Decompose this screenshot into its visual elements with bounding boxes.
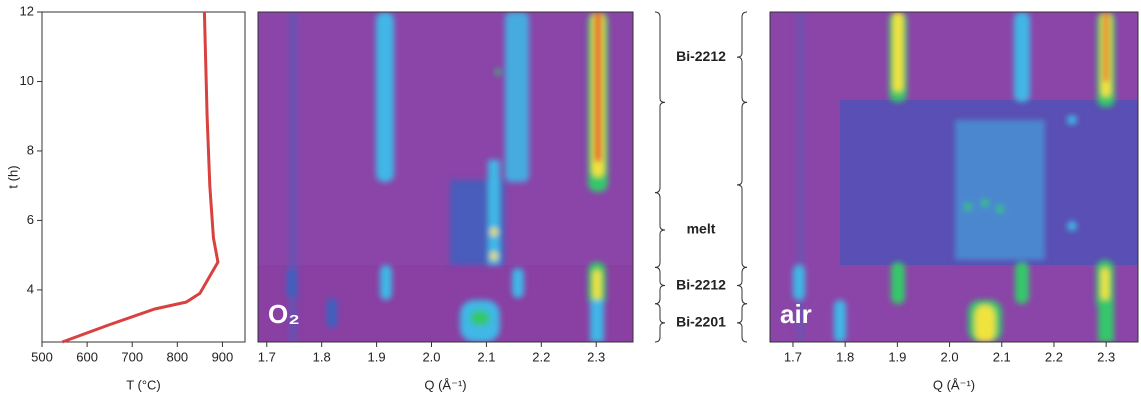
heatmap-image xyxy=(770,12,1138,342)
x-axis-label: T (°C) xyxy=(126,377,161,392)
y-axis-label: t (h) xyxy=(5,165,20,188)
panel-label: O₂ xyxy=(268,299,300,329)
phase-label: Bi-2212 xyxy=(676,48,726,64)
x-tick-label: 1.7 xyxy=(784,349,802,364)
x-tick-label: 800 xyxy=(166,349,188,364)
x-axis-label: Q (Å⁻¹) xyxy=(933,377,975,392)
x-tick-label: 1.8 xyxy=(836,349,854,364)
phase-bracket xyxy=(654,11,666,194)
phase-bracket xyxy=(736,303,748,343)
y-tick-label: 12 xyxy=(20,3,34,18)
x-tick-label: 2.2 xyxy=(532,349,550,364)
phase-bracket xyxy=(654,303,666,343)
x-tick-label: 2.1 xyxy=(477,349,495,364)
x-tick-label: 2.2 xyxy=(1045,349,1063,364)
phase-bracket xyxy=(654,192,666,268)
x-tick-label: 2.3 xyxy=(587,349,605,364)
phase-bracket xyxy=(736,11,748,103)
x-tick-label: 500 xyxy=(31,349,53,364)
x-tick-label: 2.0 xyxy=(422,349,440,364)
phase-bracket xyxy=(654,266,666,305)
x-tick-label: 1.9 xyxy=(368,349,386,364)
x-tick-label: 1.9 xyxy=(888,349,906,364)
phase-label: melt xyxy=(687,221,716,237)
phase-bracket xyxy=(736,266,748,305)
x-tick-label: 700 xyxy=(121,349,143,364)
x-tick-label: 1.7 xyxy=(258,349,276,364)
x-tick-label: 600 xyxy=(76,349,98,364)
y-tick-label: 8 xyxy=(27,142,34,157)
x-tick-label: 1.8 xyxy=(313,349,331,364)
plot-frame xyxy=(41,11,246,343)
line xyxy=(61,11,220,344)
x-tick-label: 2.0 xyxy=(941,349,959,364)
y-tick-label: 6 xyxy=(27,212,34,227)
heatmap-image xyxy=(258,12,633,342)
x-axis-label: Q (Å⁻¹) xyxy=(424,377,466,392)
panel-label: air xyxy=(780,299,812,329)
phase-bracket xyxy=(736,101,748,268)
plot-frame xyxy=(257,11,634,343)
y-tick-label: 4 xyxy=(27,281,34,296)
plot-frame xyxy=(769,11,1139,343)
phase-label: Bi-2201 xyxy=(676,314,726,330)
x-tick-label: 2.1 xyxy=(993,349,1011,364)
phase-label: Bi-2212 xyxy=(676,276,726,292)
y-tick-label: 10 xyxy=(20,73,34,88)
x-tick-label: 900 xyxy=(212,349,234,364)
x-tick-label: 2.3 xyxy=(1097,349,1115,364)
